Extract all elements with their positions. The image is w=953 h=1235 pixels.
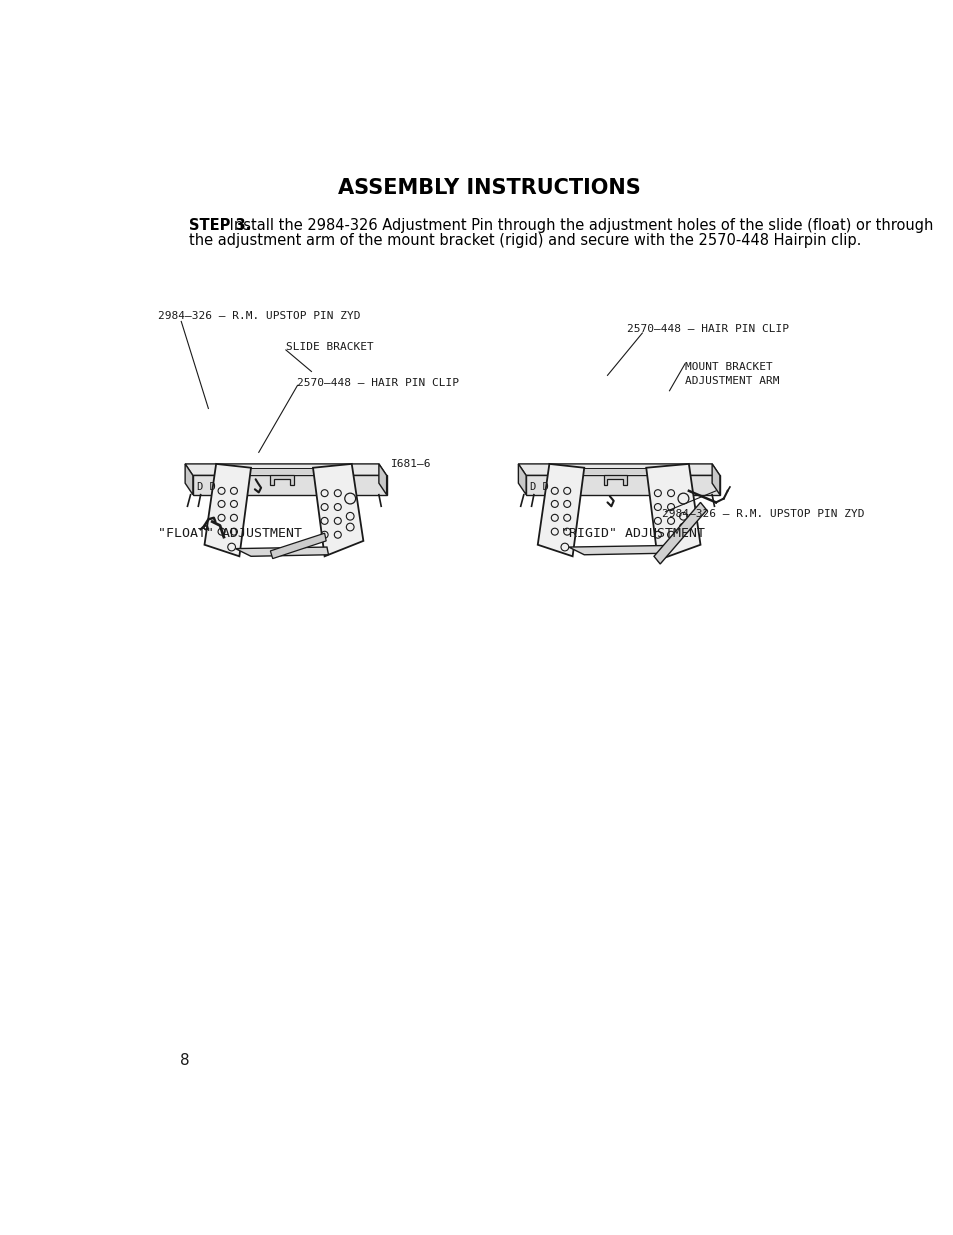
Polygon shape — [185, 464, 386, 475]
Polygon shape — [711, 464, 720, 495]
Polygon shape — [525, 475, 720, 495]
Text: Install the 2984-326 Adjustment Pin through the adjustment holes of the slide (f: Install the 2984-326 Adjustment Pin thro… — [225, 217, 933, 232]
Text: ASSEMBLY INSTRUCTIONS: ASSEMBLY INSTRUCTIONS — [337, 178, 639, 199]
Text: 8: 8 — [180, 1053, 190, 1068]
Polygon shape — [645, 464, 700, 561]
Polygon shape — [193, 475, 386, 495]
Polygon shape — [185, 464, 193, 495]
Polygon shape — [568, 546, 665, 555]
Polygon shape — [654, 503, 706, 564]
Text: 2984–326 – R.M. UPSTOP PIN ZYD: 2984–326 – R.M. UPSTOP PIN ZYD — [158, 311, 360, 321]
Polygon shape — [517, 464, 720, 475]
Polygon shape — [313, 464, 363, 556]
Polygon shape — [270, 534, 326, 558]
Polygon shape — [270, 475, 294, 484]
Polygon shape — [537, 464, 583, 556]
Text: D D: D D — [530, 482, 548, 492]
Text: the adjustment arm of the mount bracket (rigid) and secure with the 2570-448 Hai: the adjustment arm of the mount bracket … — [189, 233, 861, 248]
Polygon shape — [204, 464, 251, 556]
Polygon shape — [603, 475, 626, 484]
Text: I681–6: I681–6 — [390, 459, 431, 469]
Text: D D: D D — [196, 482, 215, 492]
Polygon shape — [220, 468, 348, 475]
Text: "RIGID" ADJUSTMENT: "RIGID" ADJUSTMENT — [560, 526, 704, 540]
Polygon shape — [235, 547, 328, 556]
Polygon shape — [553, 468, 680, 475]
Polygon shape — [517, 464, 525, 495]
Text: 2570–448 – HAIR PIN CLIP: 2570–448 – HAIR PIN CLIP — [626, 324, 788, 335]
Text: "FLOAT" ADJUSTMENT: "FLOAT" ADJUSTMENT — [158, 526, 302, 540]
Text: SLIDE BRACKET: SLIDE BRACKET — [286, 342, 374, 352]
Text: MOUNT BRACKET
ADJUSTMENT ARM: MOUNT BRACKET ADJUSTMENT ARM — [684, 362, 779, 387]
Text: 2984–326 – R.M. UPSTOP PIN ZYD: 2984–326 – R.M. UPSTOP PIN ZYD — [661, 509, 863, 519]
Polygon shape — [378, 464, 386, 495]
Text: STEP 3.: STEP 3. — [189, 217, 251, 232]
Text: 2570–448 – HAIR PIN CLIP: 2570–448 – HAIR PIN CLIP — [297, 378, 459, 388]
